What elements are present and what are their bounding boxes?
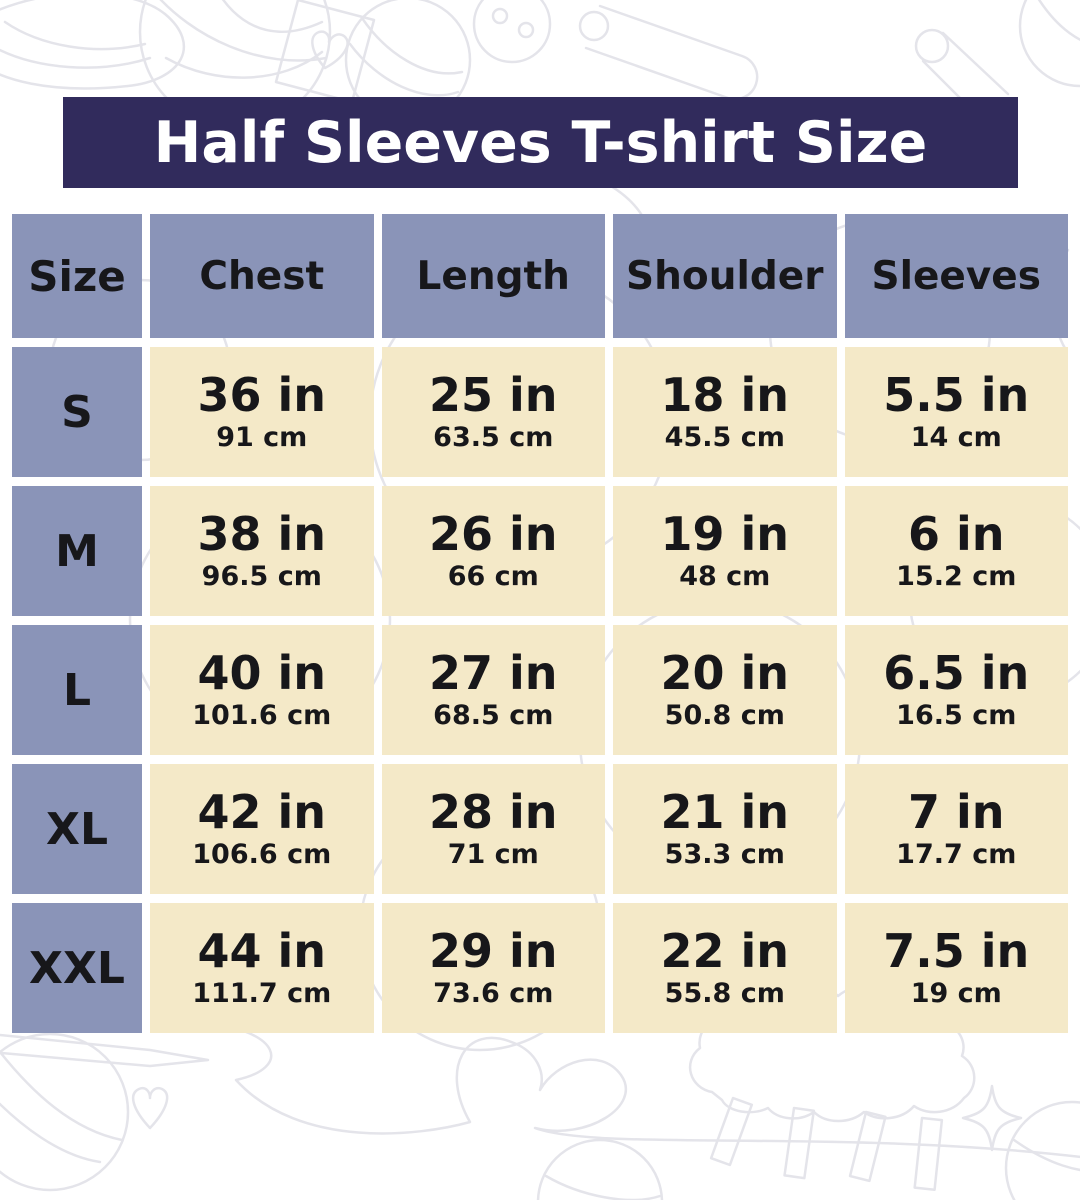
cell-xl-shoulder: 21 in 53.3 cm [613,764,837,894]
sparkle-icon [961,1084,1023,1152]
yarn-ball-bottom-left-icon [0,1032,130,1192]
size-cell-l: L [12,625,142,755]
cm-value: 15.2 cm [896,560,1017,592]
inches-value: 21 in [660,785,790,840]
needle-icon [0,1033,210,1068]
safety-pin-icon [578,4,759,101]
cell-l-sleeves: 6.5 in 16.5 cm [844,625,1068,755]
cm-value: 50.8 cm [664,699,785,731]
size-cell-m: M [12,486,142,616]
size-cell-xxl: XXL [12,903,142,1033]
cm-value: 91 cm [216,421,308,453]
inches-value: 22 in [660,924,790,979]
cm-value: 19 cm [910,977,1002,1009]
header-label: Sleeves [871,253,1041,299]
header-cell-chest: Chest [150,214,374,338]
header-label: Chest [199,253,325,299]
size-label: XL [46,803,108,855]
header-cell-shoulder: Shoulder [613,214,837,338]
cm-value: 55.8 cm [664,977,785,1009]
yarn-ball-bottom-right-icon [1004,1100,1080,1200]
header-cell-size: Size [12,214,142,338]
inches-value: 18 in [660,368,790,423]
page-title: Half Sleeves T-shirt Size [153,109,928,176]
cell-xl-sleeves: 7 in 17.7 cm [844,764,1068,894]
tag-heart-icon [274,0,376,104]
yarn-strand-heart-icon [198,1020,1080,1159]
cell-s-length: 25 in 63.5 cm [381,347,605,477]
cm-value: 71 cm [447,838,539,870]
cm-value: 48 cm [679,560,771,592]
cm-value: 96.5 cm [201,560,322,592]
cm-value: 66 cm [447,560,539,592]
inches-value: 6 in [907,507,1005,562]
size-label: L [62,664,92,716]
cm-value: 68.5 cm [433,699,554,731]
cm-value: 73.6 cm [433,977,554,1009]
inches-value: 5.5 in [883,368,1030,423]
cell-l-shoulder: 20 in 50.8 cm [613,625,837,755]
header-cell-sleeves: Sleeves [844,214,1068,338]
size-cell-xl: XL [12,764,142,894]
cm-value: 17.7 cm [896,838,1017,870]
header-label: Shoulder [626,253,824,299]
heart-icon [131,1087,169,1130]
size-cell-s: S [12,347,142,477]
cm-value: 101.6 cm [192,699,332,731]
cell-xl-chest: 42 in 106.6 cm [150,764,374,894]
cell-s-chest: 36 in 91 cm [150,347,374,477]
cell-m-length: 26 in 66 cm [381,486,605,616]
cell-xl-length: 28 in 71 cm [381,764,605,894]
inches-value: 44 in [197,924,327,979]
button-icon [472,0,552,64]
cm-value: 16.5 cm [896,699,1017,731]
inches-value: 20 in [660,646,790,701]
inches-value: 38 in [197,507,327,562]
inches-value: 40 in [197,646,327,701]
cell-m-chest: 38 in 96.5 cm [150,486,374,616]
inches-value: 26 in [428,507,558,562]
inches-value: 27 in [428,646,558,701]
inches-value: 7 in [907,785,1005,840]
inches-value: 29 in [428,924,558,979]
yarn-ball-bottom-center-icon [536,1138,664,1200]
cm-value: 106.6 cm [192,838,332,870]
cm-value: 53.3 cm [664,838,785,870]
cell-xxl-length: 29 in 73.6 cm [381,903,605,1033]
cell-xxl-shoulder: 22 in 55.8 cm [613,903,837,1033]
size-table: Size Chest Length Shoulder Sleeves S 36 … [12,214,1068,1033]
cm-value: 45.5 cm [664,421,785,453]
size-label: XXL [29,942,125,994]
cell-xxl-sleeves: 7.5 in 19 cm [844,903,1068,1033]
inches-value: 19 in [660,507,790,562]
inches-value: 36 in [197,368,327,423]
header-label: Size [28,251,126,301]
size-label: S [61,386,93,438]
title-banner: Half Sleeves T-shirt Size [63,97,1018,188]
cell-xxl-chest: 44 in 111.7 cm [150,903,374,1033]
cell-l-chest: 40 in 101.6 cm [150,625,374,755]
yarn-skein-icon [0,0,186,90]
inches-value: 7.5 in [883,924,1030,979]
cell-m-shoulder: 19 in 48 cm [613,486,837,616]
cell-l-length: 27 in 68.5 cm [381,625,605,755]
inches-value: 28 in [428,785,558,840]
inches-value: 25 in [428,368,558,423]
cell-s-shoulder: 18 in 45.5 cm [613,347,837,477]
cell-m-sleeves: 6 in 15.2 cm [844,486,1068,616]
inches-value: 42 in [197,785,327,840]
header-cell-length: Length [381,214,605,338]
cm-value: 14 cm [910,421,1002,453]
yarn-ball-corner-icon [1018,0,1080,88]
header-label: Length [416,253,570,299]
cm-value: 111.7 cm [192,977,332,1009]
cm-value: 63.5 cm [433,421,554,453]
inches-value: 6.5 in [883,646,1030,701]
cell-s-sleeves: 5.5 in 14 cm [844,347,1068,477]
size-label: M [55,525,99,577]
